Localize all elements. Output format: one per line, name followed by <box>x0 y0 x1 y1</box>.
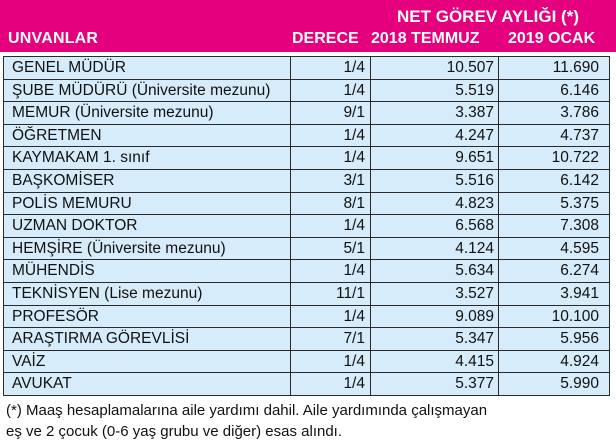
salary-2018-cell: 9.089 <box>455 307 494 325</box>
job-title-cell: POLİS MEMURU <box>12 194 132 212</box>
derece-cell: 8/1 <box>343 194 365 212</box>
table-row: VAİZ 1/4 4.415 4.924 <box>4 351 609 374</box>
table-row: AVUKAT 1/4 5.377 5.990 <box>4 373 609 396</box>
derece-cell: 1/4 <box>343 262 365 280</box>
job-title-cell: TEKNİSYEN (Lise mezunu) <box>12 284 203 302</box>
derece-cell: 1/4 <box>343 375 365 393</box>
salary-2018-cell: 5.377 <box>455 375 494 393</box>
salary-2019-cell: 7.308 <box>560 217 599 235</box>
table-row: ARAŞTIRMA GÖREVLİSİ 7/1 5.347 5.956 <box>4 328 609 351</box>
derece-cell: 5/1 <box>343 239 365 257</box>
table-row: BAŞKOMİSER 3/1 5.516 6.142 <box>4 170 609 193</box>
salary-2019-cell: 4.595 <box>560 239 599 257</box>
derece-cell: 1/4 <box>343 307 365 325</box>
salary-2018-cell: 4.124 <box>455 239 494 257</box>
table-row: POLİS MEMURU 8/1 4.823 5.375 <box>4 193 609 216</box>
derece-cell: 9/1 <box>343 104 365 122</box>
salary-2019-cell: 3.941 <box>560 284 599 302</box>
derece-cell: 1/4 <box>343 81 365 99</box>
salary-2019-cell: 10.722 <box>551 149 599 167</box>
table-row: KAYMAKAM 1. sınıf 1/4 9.651 10.722 <box>4 147 609 170</box>
job-title-cell: AVUKAT <box>12 375 72 393</box>
job-title-cell: HEMŞİRE (Üniversite mezunu) <box>12 239 226 257</box>
job-title-cell: VAİZ <box>12 352 46 370</box>
header-derece: DERECE <box>292 30 359 47</box>
derece-cell: 1/4 <box>343 352 365 370</box>
derece-cell: 1/4 <box>343 149 365 167</box>
table-row: ŞUBE MÜDÜRÜ (Üniversite mezunu) 1/4 5.519 6… <box>4 80 609 103</box>
salary-2018-cell: 5.347 <box>455 330 494 348</box>
derece-cell: 3/1 <box>343 171 365 189</box>
job-title-cell: BAŞKOMİSER <box>12 171 115 189</box>
header-2019-ocak: 2019 OCAK <box>508 30 596 47</box>
header-unvanlar: UNVANLAR <box>8 30 99 47</box>
salary-2018-cell: 6.568 <box>455 217 494 235</box>
salary-2019-cell: 4.737 <box>560 126 599 144</box>
table-row: MEMUR (Üniversite mezunu) 9/1 3.387 3.786 <box>4 102 609 125</box>
job-title-cell: MÜHENDİS <box>12 262 95 280</box>
salary-2019-cell: 11.690 <box>552 59 599 76</box>
salary-2019-cell: 6.274 <box>560 262 599 280</box>
derece-cell: 1/4 <box>343 59 365 76</box>
salary-2019-cell: 5.990 <box>560 375 599 393</box>
derece-cell: 7/1 <box>343 330 365 348</box>
salary-2018-cell: 5.634 <box>455 262 494 280</box>
salary-2019-cell: 3.786 <box>560 104 599 122</box>
job-title-cell: KAYMAKAM 1. sınıf <box>12 149 150 167</box>
salary-2018-cell: 4.247 <box>455 126 494 144</box>
header-2018-temmuz: 2018 TEMMUZ <box>371 30 480 47</box>
table-body: GENEL MÜDÜR 1/4 10.507 11.690 ŞUBE MÜDÜRÜ (Ü… <box>4 57 609 396</box>
job-title-cell: MEMUR (Üniversite mezunu) <box>12 104 214 122</box>
salary-2018-cell: 9.651 <box>455 149 494 167</box>
column-divider <box>290 57 291 395</box>
table-row: TEKNİSYEN (Lise mezunu) 11/1 3.527 3.941 <box>4 283 609 306</box>
salary-2018-cell: 10.507 <box>446 59 494 76</box>
footnote: (*) Maaş hesaplamalarına aile yardımı da… <box>6 400 610 442</box>
salary-2018-cell: 4.823 <box>455 194 494 212</box>
job-title-cell: GENEL MÜDÜR <box>12 59 126 76</box>
salary-2019-cell: 6.142 <box>560 171 599 189</box>
salary-table: GENEL MÜDÜR 1/4 10.507 11.690 ŞUBE MÜDÜRÜ (Ü… <box>3 56 610 396</box>
job-title-cell: ŞUBE MÜDÜRÜ (Üniversite mezunu) <box>12 81 271 99</box>
table-row: ÖĞRETMEN 1/4 4.247 4.737 <box>4 125 609 148</box>
salary-2019-cell: 6.146 <box>560 81 599 99</box>
salary-2018-cell: 5.519 <box>455 81 494 99</box>
table-row: MÜHENDİS 1/4 5.634 6.274 <box>4 260 609 283</box>
salary-2018-cell: 3.527 <box>455 284 494 302</box>
column-divider <box>370 57 371 395</box>
derece-cell: 11/1 <box>335 284 365 302</box>
salary-2019-cell: 10.100 <box>551 307 599 325</box>
salary-2019-cell: 5.375 <box>560 194 599 212</box>
salary-2019-cell: 4.924 <box>560 352 599 370</box>
table-row: UZMAN DOKTOR 1/4 6.568 7.308 <box>4 215 609 238</box>
column-divider <box>498 57 499 395</box>
header-net-gorev-ayligi: NET GÖREV AYLIĞI (*) <box>397 7 579 26</box>
job-title-cell: PROFESÖR <box>12 307 99 325</box>
job-title-cell: ÖĞRETMEN <box>12 126 102 144</box>
salary-2018-cell: 3.387 <box>455 104 494 122</box>
salary-2019-cell: 5.956 <box>560 330 599 348</box>
job-title-cell: UZMAN DOKTOR <box>12 217 138 235</box>
table-row: PROFESÖR 1/4 9.089 10.100 <box>4 306 609 329</box>
job-title-cell: ARAŞTIRMA GÖREVLİSİ <box>12 330 190 348</box>
salary-2018-cell: 4.415 <box>455 352 494 370</box>
table-row: HEMŞİRE (Üniversite mezunu) 5/1 4.124 4.595 <box>4 238 609 261</box>
table-header: UNVANLAR DERECE NET GÖREV AYLIĞI (*) 201… <box>0 0 616 52</box>
derece-cell: 1/4 <box>343 126 365 144</box>
footnote-line-1: (*) Maaş hesaplamalarına aile yardımı da… <box>6 402 488 419</box>
footnote-line-2: eş ve 2 çocuk (0-6 yaş grubu ve diğer) e… <box>6 423 343 440</box>
table-row: GENEL MÜDÜR 1/4 10.507 11.690 <box>4 57 609 80</box>
derece-cell: 1/4 <box>343 217 365 235</box>
salary-2018-cell: 5.516 <box>455 171 494 189</box>
